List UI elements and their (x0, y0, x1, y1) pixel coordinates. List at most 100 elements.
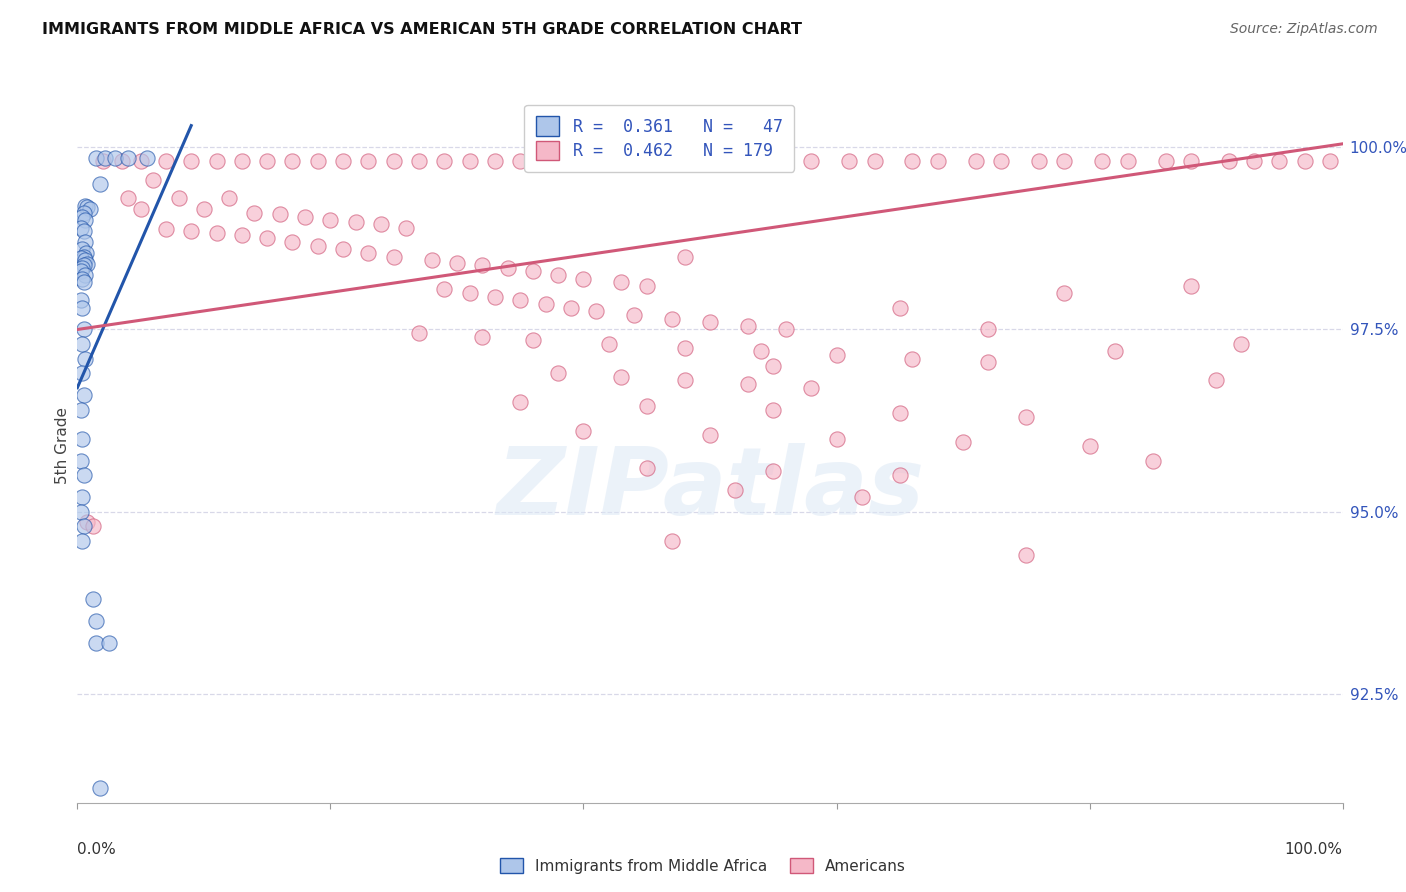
Point (471, 259, 494, 273)
Point (661, 533, 683, 548)
Point (180, 224, 202, 238)
Point (509, 395, 531, 409)
Point (75, 246, 97, 260)
Point (534, 297, 557, 311)
Point (370, 217, 392, 231)
Point (749, 153, 772, 168)
Point (1078, 439, 1101, 453)
Point (673, 153, 696, 168)
Point (1180, 153, 1202, 168)
Point (724, 483, 747, 497)
Point (471, 330, 494, 344)
Point (76, 257, 98, 271)
Point (800, 381, 823, 395)
Point (94, 152, 117, 166)
Point (825, 432, 848, 446)
Point (724, 153, 747, 168)
Point (446, 255, 468, 269)
Point (408, 326, 430, 340)
Point (673, 250, 696, 264)
Point (243, 206, 266, 220)
Point (269, 207, 291, 221)
Point (851, 490, 873, 504)
Point (1230, 337, 1253, 351)
Point (72, 337, 94, 351)
Point (547, 366, 569, 380)
Point (344, 215, 367, 229)
Point (1268, 153, 1291, 168)
Point (889, 468, 911, 483)
Point (76, 516, 98, 530)
Point (136, 152, 159, 166)
Point (193, 202, 215, 217)
Point (484, 153, 506, 168)
Point (1218, 153, 1240, 168)
Point (585, 304, 607, 318)
Point (231, 227, 253, 242)
Point (623, 153, 645, 168)
Point (73, 468, 96, 483)
Point (72, 243, 94, 257)
Point (167, 191, 190, 205)
Point (205, 153, 228, 168)
Point (117, 152, 139, 166)
Point (82, 519, 104, 533)
Point (72, 490, 94, 504)
Point (1028, 153, 1050, 168)
Point (73, 275, 96, 289)
Point (863, 153, 886, 168)
Point (70, 220, 93, 235)
Point (82, 591, 104, 606)
Point (1294, 153, 1316, 168)
Point (104, 152, 127, 166)
Point (89, 781, 111, 796)
Point (610, 275, 633, 289)
Point (977, 322, 1000, 336)
Point (1243, 153, 1265, 168)
Point (509, 293, 531, 308)
Point (73, 224, 96, 238)
Point (990, 153, 1012, 168)
Point (1319, 153, 1341, 168)
Point (408, 153, 430, 168)
Point (623, 308, 645, 322)
Point (1053, 286, 1076, 301)
Point (117, 191, 139, 205)
Point (73, 519, 96, 533)
Text: IMMIGRANTS FROM MIDDLE AFRICA VS AMERICAN 5TH GRADE CORRELATION CHART: IMMIGRANTS FROM MIDDLE AFRICA VS AMERICA… (42, 22, 803, 37)
Point (395, 220, 418, 235)
Point (73, 199, 96, 213)
Text: 100.0%: 100.0% (1285, 842, 1343, 857)
Point (86, 614, 108, 628)
Point (281, 235, 304, 249)
Point (420, 253, 443, 268)
Point (775, 322, 797, 336)
Point (72, 432, 94, 446)
Point (1142, 453, 1164, 467)
Point (699, 428, 721, 442)
Point (547, 268, 569, 282)
Point (598, 337, 620, 351)
Point (231, 153, 253, 168)
Point (72, 210, 94, 224)
Point (98, 635, 120, 649)
Point (155, 222, 177, 236)
Point (142, 173, 165, 187)
Point (977, 355, 1000, 369)
Point (1091, 153, 1114, 168)
Legend: R =  0.361   N =   47, R =  0.462   N = 179: R = 0.361 N = 47, R = 0.462 N = 179 (524, 104, 794, 171)
Point (256, 153, 278, 168)
Point (737, 377, 759, 392)
Point (1053, 153, 1076, 168)
Point (1015, 548, 1038, 562)
Point (1116, 153, 1139, 168)
Point (952, 435, 974, 450)
Point (319, 213, 342, 227)
Point (89, 177, 111, 191)
Point (762, 402, 785, 417)
Point (458, 153, 481, 168)
Point (1205, 374, 1227, 388)
Point (73, 235, 96, 249)
Point (72, 260, 94, 275)
Text: 0.0%: 0.0% (77, 842, 117, 857)
